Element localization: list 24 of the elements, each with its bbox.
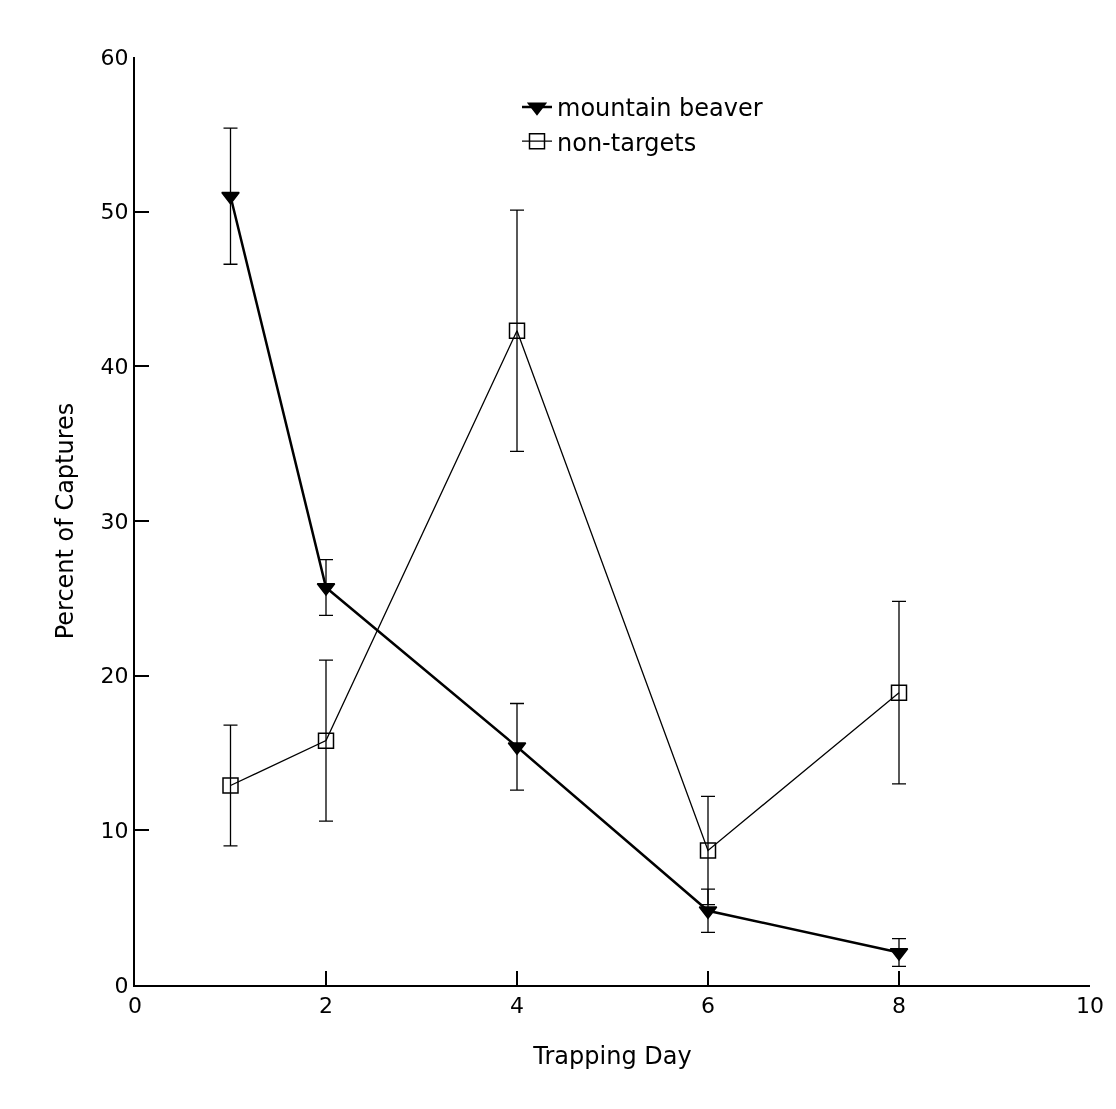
point	[508, 322, 526, 340]
x-tick-label: 8	[892, 993, 906, 1019]
point	[221, 191, 240, 205]
y-tick-label: 40	[100, 354, 129, 380]
y-tick-label: 30	[100, 508, 129, 534]
point	[699, 842, 717, 859]
point	[698, 906, 718, 920]
x-axis-title: Trapping Day	[532, 1042, 692, 1071]
x-tick-label: 2	[319, 993, 333, 1019]
legend-label: non-targets	[557, 128, 697, 157]
y-tick-label: 10	[100, 818, 129, 844]
y-axis-title: Percent of Captures	[51, 402, 80, 640]
x-tick-label: 10	[1076, 993, 1104, 1019]
x-tick-label: 4	[510, 993, 524, 1019]
legend-label: mountain beaver	[557, 94, 763, 123]
y-tick-label: 20	[100, 663, 129, 689]
point	[890, 684, 908, 701]
point	[317, 732, 335, 749]
point	[222, 777, 239, 794]
y-tick-label: 60	[100, 44, 129, 70]
point	[507, 742, 527, 756]
y-tick-label: 50	[100, 199, 129, 225]
x-tick-label: 6	[701, 993, 715, 1019]
y-tick-label: 0	[114, 972, 129, 998]
